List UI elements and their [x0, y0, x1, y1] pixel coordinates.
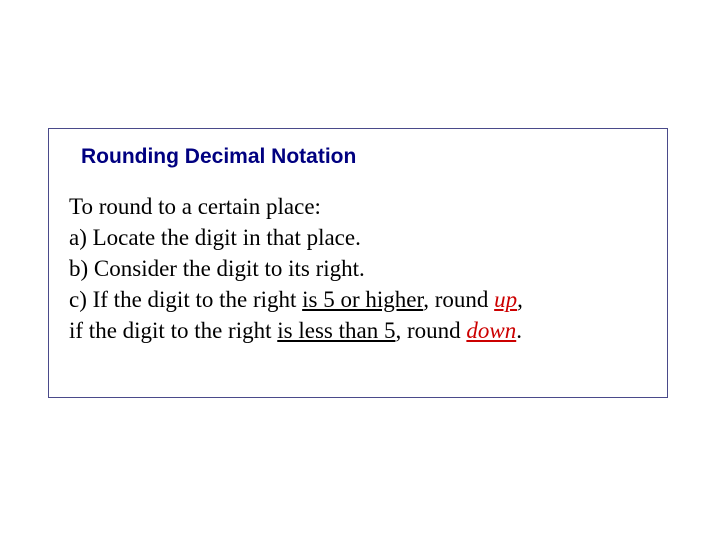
item-c-mid2: , round [395, 318, 466, 343]
item-c-underline1: is 5 or higher [302, 287, 423, 312]
item-c-comma: , [517, 287, 523, 312]
item-c-line2-prefix: if the digit to the right [69, 318, 277, 343]
item-b: b) Consider the digit to its right. [69, 253, 647, 284]
item-c-line2: if the digit to the right is less than 5… [69, 315, 647, 346]
content-box: Rounding Decimal Notation To round to a … [48, 128, 668, 398]
intro-line: To round to a certain place: [69, 191, 647, 222]
body-text: To round to a certain place: a) Locate t… [69, 191, 647, 346]
item-a: a) Locate the digit in that place. [69, 222, 647, 253]
item-c-period: . [516, 318, 522, 343]
item-c-down: down [466, 318, 516, 343]
item-c-line1: c) If the digit to the right is 5 or hig… [69, 284, 647, 315]
item-c-prefix: c) If the digit to the right [69, 287, 302, 312]
item-c-mid1: , round [423, 287, 494, 312]
item-c-underline2: is less than 5 [277, 318, 395, 343]
item-c-up: up [494, 287, 517, 312]
heading: Rounding Decimal Notation [81, 145, 647, 169]
